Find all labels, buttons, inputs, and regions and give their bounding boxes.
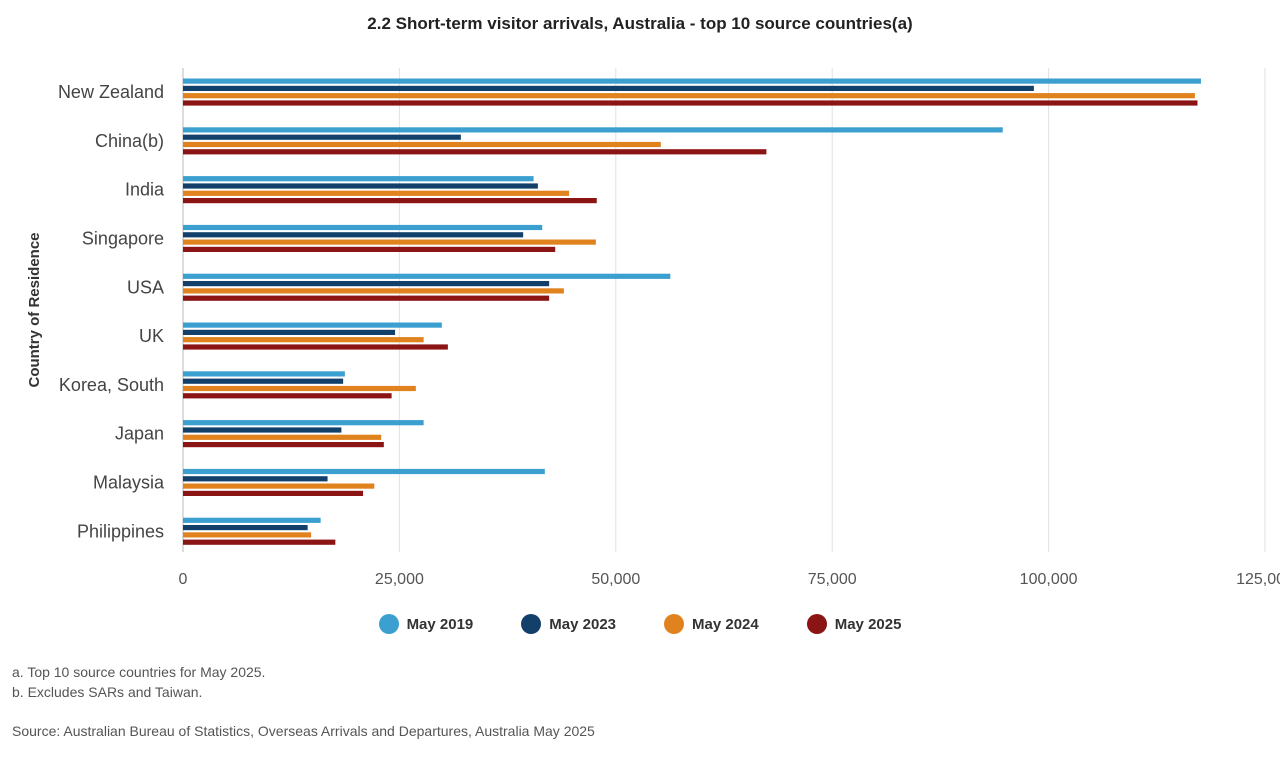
grid-layer [182,68,1266,552]
bar [183,239,596,245]
legend-label: May 2019 [406,615,474,633]
category-label: USA [127,277,164,297]
category-label: Philippines [77,521,164,541]
category-label: New Zealand [58,82,164,102]
bar [183,93,1195,99]
legend-swatch [806,614,827,634]
chart-title: 2.2 Short-term visitor arrivals, Austral… [367,14,913,33]
x-tick-label: 125,000 [1236,571,1280,588]
category-label: India [125,180,165,200]
bar [183,288,564,294]
legend-label: May 2025 [834,615,902,633]
x-tick-label: 100,000 [1020,571,1078,588]
bar [183,273,671,279]
legend: May 2019 May 2023 May 2024 May 2025 [0,614,1280,634]
bar [183,525,308,531]
x-tick-label: 75,000 [808,571,857,588]
bar [183,337,424,343]
bar [183,295,550,301]
bar [183,134,461,140]
y-axis-label: Country of Residence [26,232,43,387]
bar-layer [183,78,1201,545]
category-label: China(b) [95,131,164,151]
category-label: Japan [115,424,164,444]
bar [183,100,1198,106]
legend-item: May 2024 [664,614,759,634]
bar-chart: 0 25,000 50,000 75,000 100,000 125,000 New Zea… [26,68,1280,588]
legend-swatch [521,614,542,634]
bar [183,246,556,252]
bar [183,442,384,448]
bar [183,517,321,523]
bar [183,85,1034,91]
bar [183,371,345,377]
legend-label: May 2024 [692,615,759,633]
bar [183,385,416,392]
bar [183,378,344,384]
bar [183,232,524,238]
legend-swatch [664,614,684,634]
footnote-a: a. Top 10 source countries for May 2025. [12,664,266,680]
bar [183,78,1201,84]
bar [183,344,448,350]
footnote-b: b. Excludes SARs and Taiwan. [12,684,203,700]
category-label: Malaysia [93,472,165,492]
category-label: UK [139,326,164,346]
legend-item: May 2019 [378,614,474,634]
x-tick-label: 25,000 [375,571,424,588]
legend-item: May 2025 [806,614,902,634]
bar [183,127,1003,133]
bar [183,483,375,489]
legend-swatch [378,614,399,634]
category-label: Korea, South [59,375,164,395]
bar [183,476,328,482]
bar [183,490,364,496]
legend-label: May 2023 [549,615,616,633]
bar [183,141,661,148]
category-label: Singapore [82,228,164,248]
bar [183,149,767,155]
bar [183,532,312,538]
bar [183,468,545,475]
label-layer: 0 25,000 50,000 75,000 100,000 125,000 New Zea… [58,82,1280,588]
x-tick-label: 0 [179,571,188,588]
bar [183,224,543,231]
bar [183,176,534,182]
bar [183,183,538,189]
source-note: Source: Australian Bureau of Statistics,… [12,723,595,739]
legend-item: May 2023 [521,614,616,634]
bar [183,393,392,399]
bar [183,198,597,204]
bar [183,190,570,196]
bar [183,322,442,328]
x-tick-label: 50,000 [591,571,640,588]
bar [183,281,550,287]
bar [183,434,382,440]
bar [183,539,336,545]
bar [183,420,424,426]
bar [183,427,342,433]
bar [183,329,396,335]
